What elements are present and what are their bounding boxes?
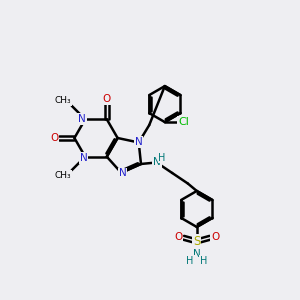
Text: O: O — [211, 232, 220, 242]
Text: O: O — [103, 94, 111, 104]
Text: CH₃: CH₃ — [55, 96, 72, 105]
Text: N: N — [135, 137, 142, 147]
Text: H: H — [200, 256, 207, 266]
Text: N: N — [153, 158, 161, 167]
Text: Cl: Cl — [178, 117, 189, 127]
Text: N: N — [119, 168, 127, 178]
Text: N: N — [78, 114, 86, 124]
Text: N: N — [80, 153, 88, 163]
Text: CH₃: CH₃ — [55, 171, 72, 180]
Text: H: H — [187, 256, 194, 266]
Text: S: S — [193, 235, 200, 248]
Text: O: O — [50, 133, 58, 143]
Text: H: H — [158, 153, 166, 163]
Text: O: O — [174, 232, 182, 242]
Text: N: N — [193, 249, 201, 259]
